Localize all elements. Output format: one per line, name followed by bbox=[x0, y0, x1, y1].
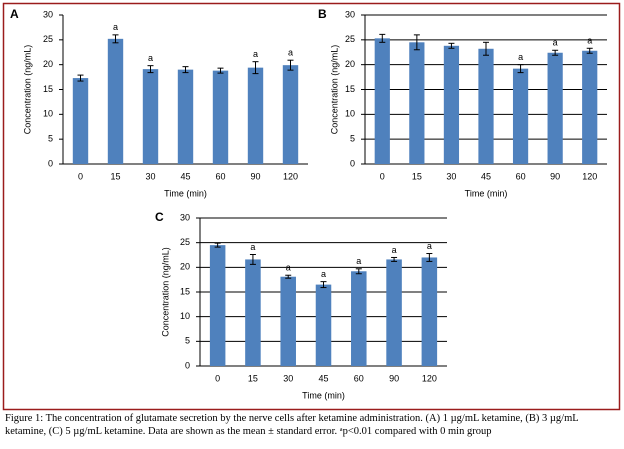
bar bbox=[512, 68, 529, 164]
x-tick-label: 45 bbox=[318, 373, 328, 383]
x-tick-label: 30 bbox=[446, 171, 456, 181]
x-tick-label: 15 bbox=[110, 171, 120, 181]
bar bbox=[547, 52, 563, 164]
panel-label: B bbox=[318, 7, 327, 21]
x-tick-label: 30 bbox=[283, 373, 293, 383]
x-tick-label: 90 bbox=[550, 171, 560, 181]
x-tick-label: 120 bbox=[582, 171, 597, 181]
x-tick-label: 60 bbox=[354, 373, 364, 383]
panel-label: A bbox=[10, 7, 19, 21]
x-axis-title: Time (min) bbox=[164, 188, 207, 198]
bar bbox=[421, 257, 438, 366]
significance-label: a bbox=[113, 22, 118, 32]
y-tick-label: 0 bbox=[48, 158, 53, 168]
bar bbox=[212, 70, 229, 164]
significance-label: a bbox=[356, 256, 361, 266]
significance-label: a bbox=[288, 48, 293, 58]
panel-label: C bbox=[155, 210, 164, 224]
y-tick-label: 20 bbox=[43, 59, 53, 69]
y-axis-title: Concentration (ng/mL) bbox=[22, 45, 32, 135]
bar bbox=[351, 271, 367, 366]
x-tick-label: 0 bbox=[380, 171, 385, 181]
x-axis-title: Time (min) bbox=[302, 390, 345, 400]
x-tick-label: 0 bbox=[215, 373, 220, 383]
y-tick-label: 5 bbox=[48, 134, 53, 144]
y-tick-label: 15 bbox=[180, 286, 190, 296]
y-tick-label: 15 bbox=[345, 84, 355, 94]
figure-border bbox=[2, 2, 621, 411]
y-tick-label: 30 bbox=[345, 9, 355, 19]
y-tick-label: 10 bbox=[43, 109, 53, 119]
x-tick-label: 60 bbox=[215, 171, 225, 181]
y-tick-label: 0 bbox=[350, 158, 355, 168]
significance-label: a bbox=[518, 52, 523, 62]
bar bbox=[582, 50, 598, 165]
bar bbox=[107, 38, 124, 165]
x-tick-label: 90 bbox=[389, 373, 399, 383]
caption: Figure 1: The concentration of glutamate… bbox=[5, 413, 579, 437]
y-tick-label: 20 bbox=[180, 262, 190, 272]
bar bbox=[177, 69, 194, 164]
y-tick-label: 30 bbox=[180, 212, 190, 222]
y-axis-title: Concentration (ng/mL) bbox=[329, 45, 339, 135]
x-tick-label: 0 bbox=[78, 171, 83, 181]
bar bbox=[282, 65, 299, 164]
significance-label: a bbox=[587, 36, 592, 46]
bar bbox=[443, 45, 460, 164]
y-tick-label: 20 bbox=[345, 59, 355, 69]
significance-label: a bbox=[148, 53, 153, 63]
significance-label: a bbox=[427, 241, 432, 251]
x-tick-label: 30 bbox=[145, 171, 155, 181]
y-tick-label: 0 bbox=[185, 360, 190, 370]
y-tick-label: 5 bbox=[350, 134, 355, 144]
significance-label: a bbox=[286, 263, 291, 273]
y-tick-label: 10 bbox=[180, 311, 190, 321]
x-tick-label: 45 bbox=[180, 171, 190, 181]
bar bbox=[280, 276, 296, 366]
x-axis-title: Time (min) bbox=[465, 188, 508, 198]
bar bbox=[374, 38, 390, 164]
bar bbox=[142, 69, 159, 164]
x-tick-label: 90 bbox=[250, 171, 260, 181]
y-tick-label: 25 bbox=[43, 34, 53, 44]
bar bbox=[247, 67, 264, 164]
bar bbox=[409, 42, 425, 164]
significance-label: a bbox=[250, 242, 255, 252]
x-tick-label: 45 bbox=[481, 171, 491, 181]
bar bbox=[386, 259, 402, 366]
x-tick-label: 120 bbox=[422, 373, 437, 383]
y-tick-label: 25 bbox=[345, 34, 355, 44]
y-tick-label: 30 bbox=[43, 9, 53, 19]
y-tick-label: 25 bbox=[180, 237, 190, 247]
bar bbox=[72, 78, 89, 164]
bar bbox=[315, 284, 332, 366]
x-tick-label: 15 bbox=[412, 171, 422, 181]
y-axis-title: Concentration (ng/mL) bbox=[160, 247, 170, 337]
bar bbox=[478, 48, 494, 165]
bar bbox=[245, 259, 261, 366]
y-tick-label: 5 bbox=[185, 336, 190, 346]
x-tick-label: 15 bbox=[248, 373, 258, 383]
significance-label: a bbox=[553, 38, 558, 48]
x-tick-label: 60 bbox=[516, 171, 526, 181]
x-tick-label: 120 bbox=[283, 171, 298, 181]
significance-label: a bbox=[392, 245, 397, 255]
y-tick-label: 15 bbox=[43, 84, 53, 94]
significance-label: a bbox=[321, 269, 326, 279]
bar bbox=[209, 245, 226, 366]
significance-label: a bbox=[253, 49, 258, 59]
y-tick-label: 10 bbox=[345, 109, 355, 119]
